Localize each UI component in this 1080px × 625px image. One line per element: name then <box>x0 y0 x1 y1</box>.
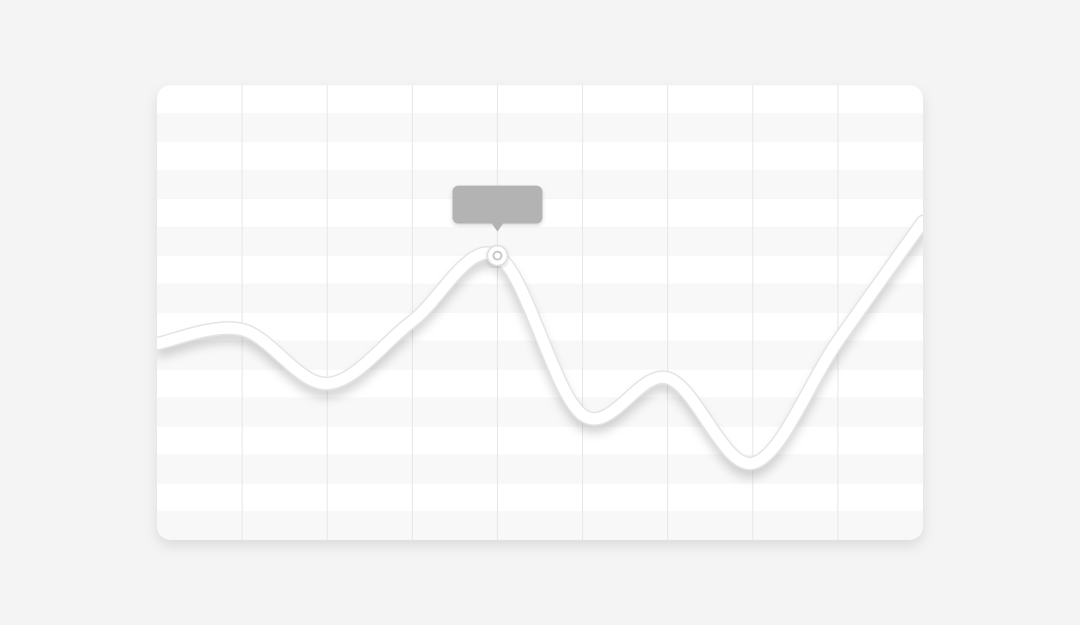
tooltip <box>452 185 543 224</box>
plot-area <box>157 85 923 540</box>
grid-stripe <box>157 113 923 142</box>
highlight-point-core <box>492 250 503 261</box>
line <box>157 216 923 469</box>
grid-stripe <box>157 284 923 313</box>
grid-stripe <box>157 227 923 256</box>
tooltip-pointer <box>491 223 504 232</box>
grid-stripe <box>157 511 923 540</box>
grid-stripe <box>157 454 923 484</box>
